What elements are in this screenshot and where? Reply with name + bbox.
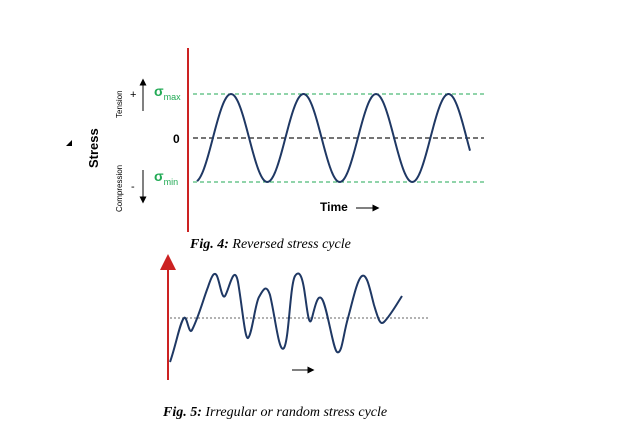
fig4-compression-label: Compression: [115, 165, 124, 212]
fig4-caption-label: Fig. 4:: [189, 237, 229, 252]
fig5-caption-text: Irregular or random stress cycle: [202, 405, 387, 420]
fig4-caption-text: Reversed stress cycle: [229, 237, 351, 252]
fig4-diagram: Stress Tension Compression + - σmax 0 σm…: [66, 48, 484, 252]
fig4-caption: Fig. 4: Reversed stress cycle: [189, 237, 351, 252]
fig5-caption-label: Fig. 5:: [162, 405, 202, 420]
fig5-caption: Fig. 5: Irregular or random stress cycle: [162, 405, 387, 420]
fig4-stress-wave: [196, 92, 471, 183]
fig5-diagram: Fig. 5: Irregular or random stress cycle: [160, 254, 428, 420]
fig4-tension-label: Tension: [115, 90, 124, 118]
fig4-sigma-min-symbol: σ: [154, 168, 164, 184]
fig4-sigma-max-sub: max: [164, 92, 182, 102]
fig4-sigma-max-symbol: σ: [154, 83, 164, 99]
fig4-y-axis-label: Stress: [86, 128, 101, 168]
fig4-plus-sign: +: [130, 89, 136, 101]
fig4-sigma-min-sub: min: [164, 177, 179, 187]
fig4-minus-sign: -: [131, 181, 135, 193]
fig4-sigma-min-label: σmin: [154, 168, 178, 187]
fig4-sigma-max-label: σmax: [154, 83, 181, 102]
fig4-x-axis-label: Time: [320, 200, 348, 214]
fig4-zero-label: 0: [173, 132, 180, 146]
fig5-stress-wave: [169, 272, 403, 363]
fig4-direction-marker-icon: [66, 140, 72, 146]
